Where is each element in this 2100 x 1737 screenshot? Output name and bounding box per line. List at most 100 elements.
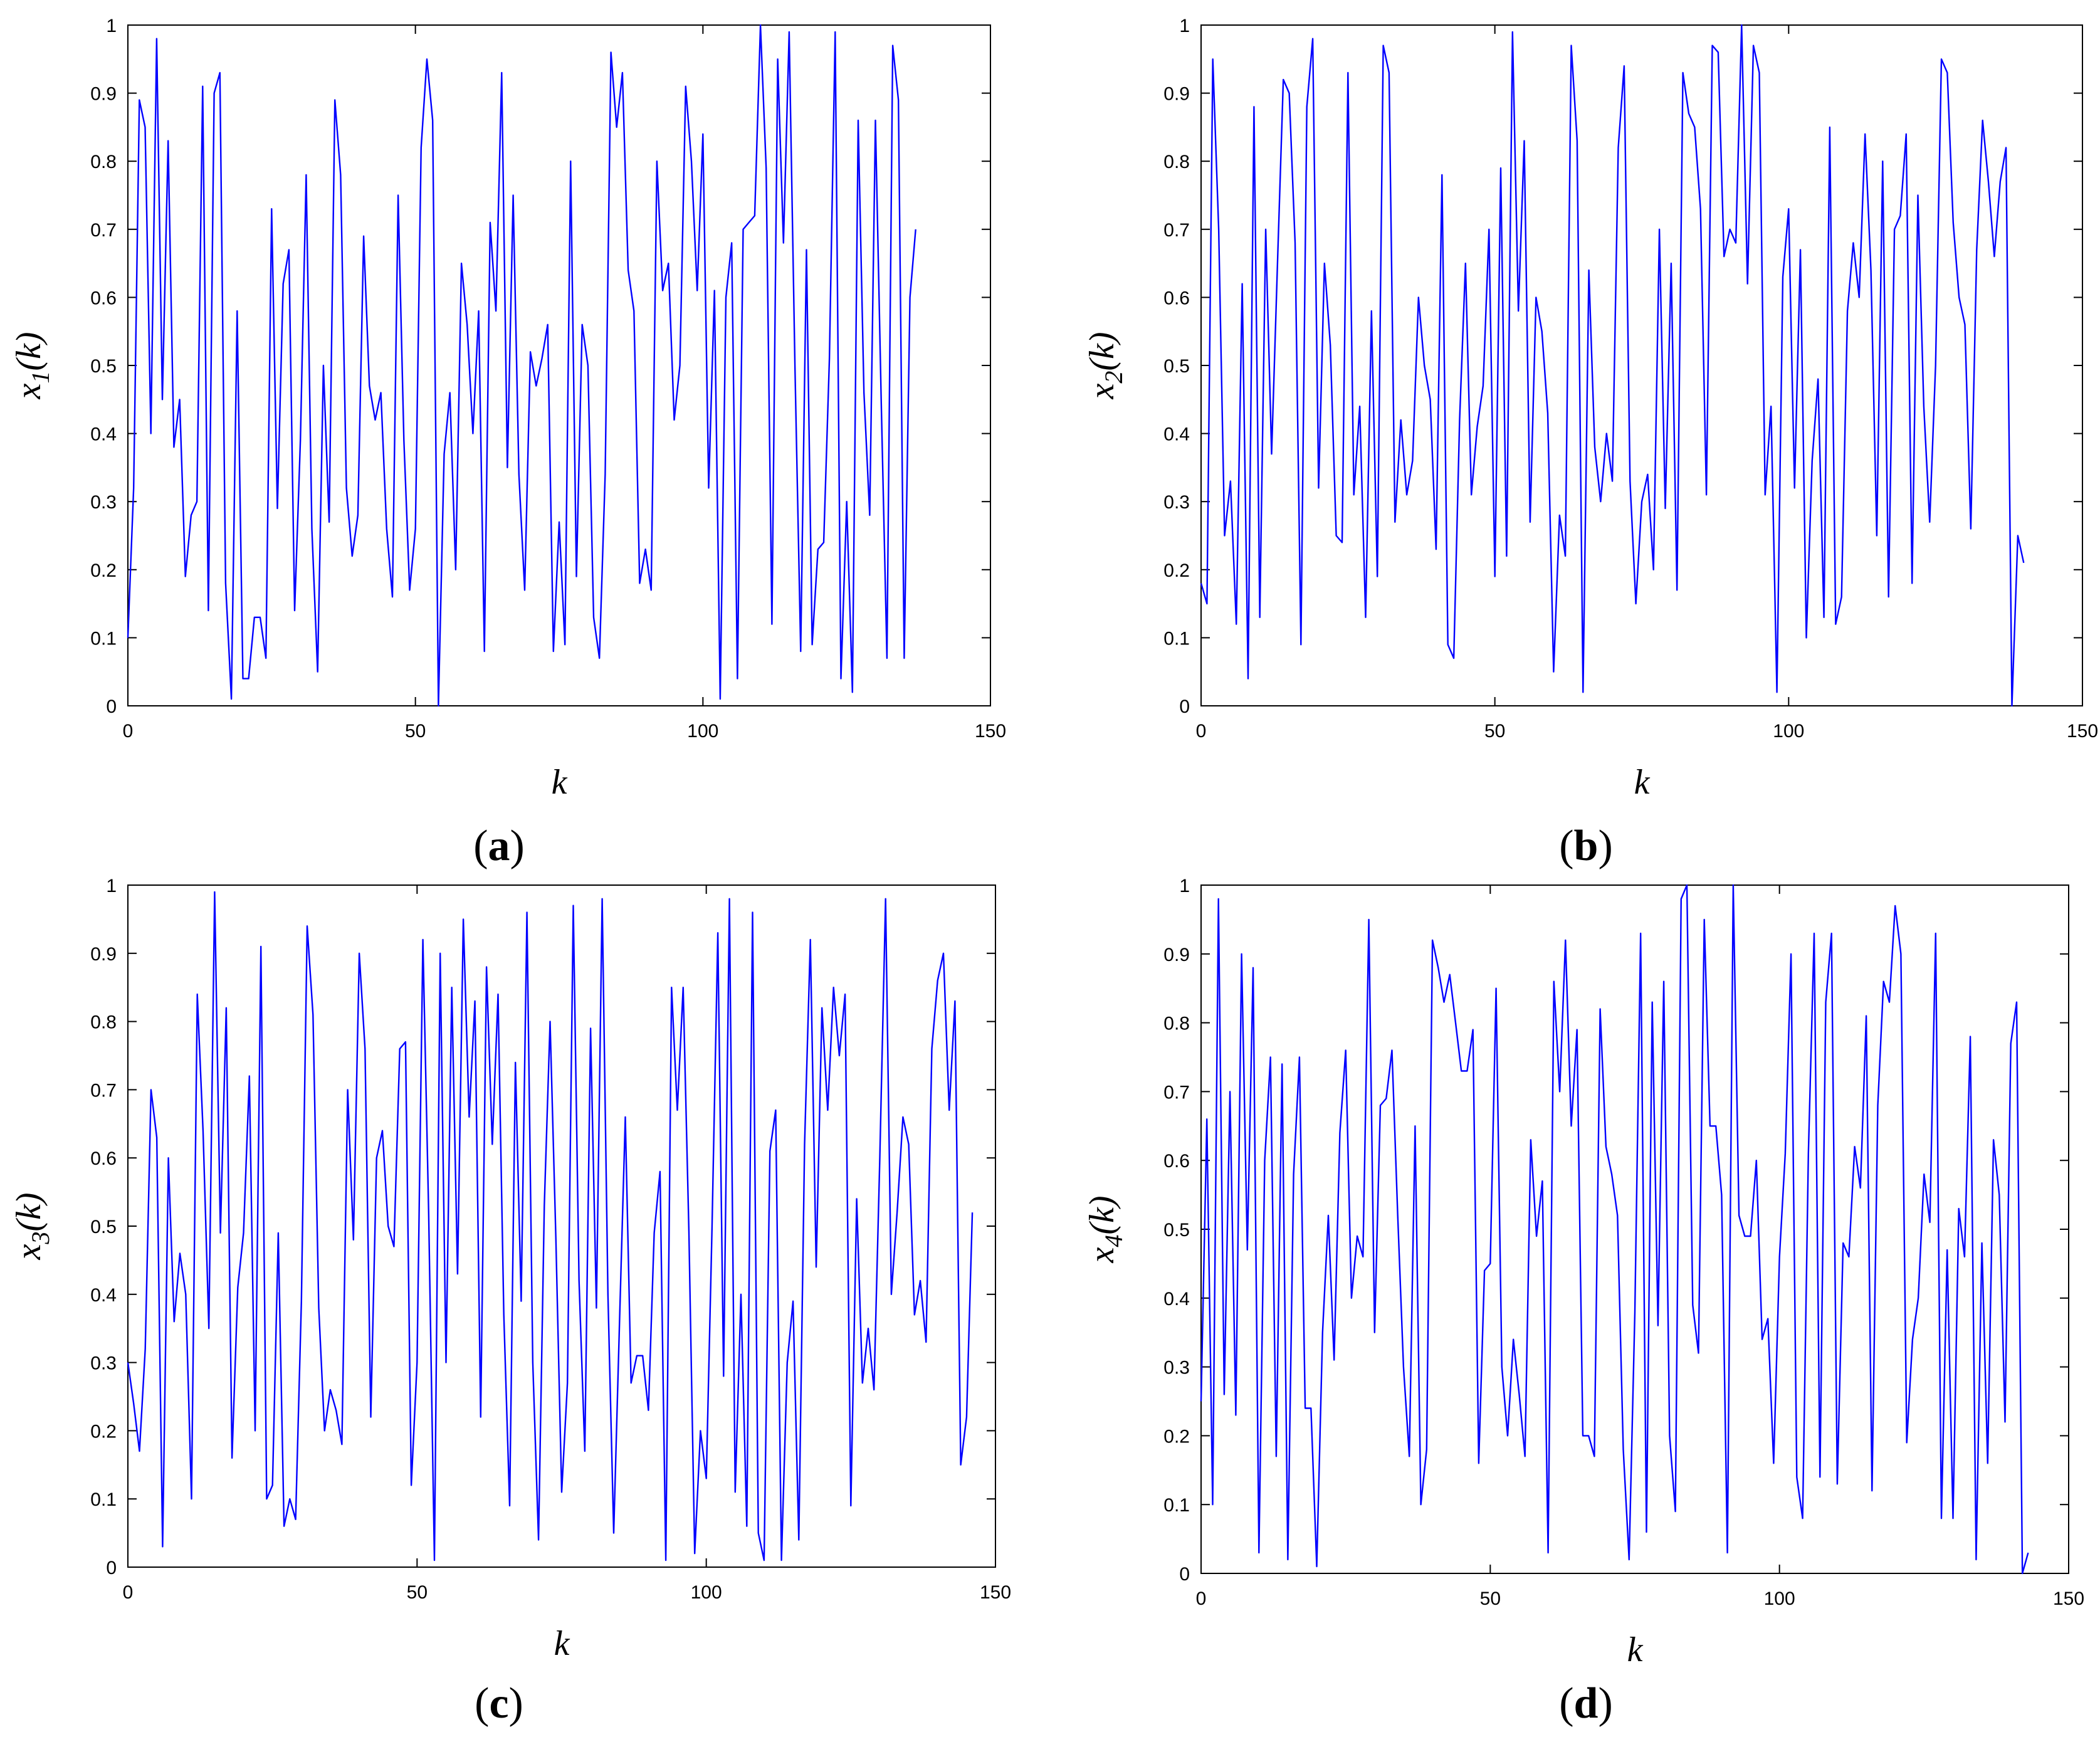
panel-label-close: ) [509,1679,523,1728]
y-tick-label: 0.7 [1163,220,1190,241]
y-tick-label: 0.3 [1163,492,1190,513]
y-tick-label: 0.4 [90,1285,117,1306]
x-tick-label: 0 [123,1582,134,1603]
x-tick-label: 50 [1480,1588,1501,1609]
series-line [1200,24,2025,707]
x-tick-label: 150 [980,1582,1011,1603]
y-tick-label: 0.6 [90,288,117,308]
y-tick-label: 0.9 [1163,945,1190,965]
x-tick-label: 0 [123,721,134,742]
x-axis-label: k [552,763,568,802]
y-tick-label: 0.8 [1163,1014,1190,1034]
y-axis-label-arg: (k) [9,1192,48,1231]
y-tick-label: 0.4 [90,424,117,445]
y-axis-label-sub: 2 [1100,371,1128,384]
y-axis-label: x3(k) [9,1192,55,1260]
y-tick-label: 0.2 [90,560,117,581]
panel-label: (c) [475,1679,523,1728]
y-tick-label: 0.3 [90,1353,117,1374]
y-axis-label-base: x [9,384,48,400]
y-tick-label: 0.5 [1163,356,1190,377]
y-tick-label: 0.6 [90,1148,117,1169]
x-tick-label: 0 [1196,721,1207,742]
panel-label-open: ( [1559,1679,1573,1728]
y-tick-label: 0 [1179,1564,1190,1585]
x-tick-label: 100 [1764,1588,1795,1609]
x-tick-label: 50 [407,1582,428,1603]
x-tick-label: 150 [2067,721,2098,742]
panel-label-close: ) [1598,1679,1612,1728]
panel-label-open: ( [1559,822,1573,870]
panel-label-letter: d [1574,1679,1599,1728]
x-tick-label: 150 [2053,1588,2084,1609]
y-tick-label: 0.1 [1163,1495,1190,1516]
y-axis-label-base: x [9,1244,48,1261]
y-tick-label: 0.9 [1163,84,1190,105]
y-tick-label: 0.3 [1163,1358,1190,1378]
y-tick-label: 0.7 [90,220,117,241]
x-tick-label: 100 [687,721,718,742]
y-tick-label: 1 [1179,876,1190,896]
y-tick-label: 0.5 [1163,1220,1190,1241]
y-tick-label: 0.2 [90,1421,117,1442]
y-axis-label-base: x [1083,384,1121,400]
y-tick-label: 0.1 [90,628,117,649]
panel-label-close: ) [1598,822,1612,870]
plot-area [127,24,991,706]
y-tick-label: 0.2 [1163,1426,1190,1447]
plot-area [1200,884,2069,1574]
x-axis-label: k [554,1624,570,1663]
y-tick-label: 0.9 [90,84,117,105]
y-tick-label: 0.2 [1163,560,1190,581]
y-tick-label: 0.8 [90,1012,117,1033]
panel-label: (a) [473,822,525,870]
x-tick-label: 50 [1484,721,1505,742]
panel-label-open: ( [473,822,488,870]
y-tick-label: 1 [1179,16,1190,36]
y-axis-label: x1(k) [9,332,55,399]
y-axis-label: x2(k) [1083,332,1128,399]
y-tick-label: 1 [106,876,117,896]
y-tick-label: 0.5 [90,356,117,377]
y-tick-label: 0.7 [1163,1082,1190,1103]
x-tick-label: 50 [405,721,426,742]
y-axis-label: x4(k) [1083,1195,1128,1263]
y-axis-label-sub: 3 [26,1232,55,1245]
y-tick-label: 0.5 [90,1217,117,1237]
y-axis-label-base: x [1083,1247,1121,1264]
y-axis-label-sub: 1 [26,371,55,384]
x-tick-label: 150 [975,721,1006,742]
y-tick-label: 0.9 [90,944,117,965]
y-tick-label: 0.6 [1163,288,1190,308]
panel-label-letter: c [489,1679,508,1728]
panel-label-open: ( [475,1679,489,1728]
y-tick-label: 0.7 [90,1080,117,1101]
y-tick-label: 0.3 [90,492,117,513]
series-line [127,891,974,1561]
y-tick-label: 0.6 [1163,1151,1190,1172]
y-axis-label-arg: (k) [9,332,48,370]
x-axis-label: k [1627,1630,1644,1669]
y-tick-label: 0.8 [1163,152,1190,172]
chart-panel-a: 0 0.1 0.2 0.3 0.4 0.5 0.6 0.7 0.8 0.9 1 0 50 100 150 k x… [9,16,1006,870]
plot-area [1200,24,2083,706]
y-tick-label: 0.4 [1163,1289,1190,1309]
series-line [1200,884,2029,1575]
chart-panel-c: 0 0.1 0.2 0.3 0.4 0.5 0.6 0.7 0.8 0.9 1 0 50 100 150 k x… [9,876,1011,1728]
y-tick-label: 0 [1179,696,1190,717]
x-tick-label: 0 [1196,1588,1207,1609]
panel-label: (d) [1559,1679,1613,1728]
y-tick-label: 1 [106,16,117,36]
y-tick-label: 0.4 [1163,424,1190,445]
y-tick-label: 0.1 [1163,628,1190,649]
panel-label-close: ) [510,822,525,870]
y-tick-label: 0 [106,696,117,717]
panel-label-letter: a [488,822,510,870]
x-axis-label: k [1634,763,1651,802]
panel-label: (b) [1559,822,1613,870]
chart-panel-d: 0 0.1 0.2 0.3 0.4 0.5 0.6 0.7 0.8 0.9 1 0 50 100 150 k x… [1083,876,2084,1728]
chart-panel-b: 0 0.1 0.2 0.3 0.4 0.5 0.6 0.7 0.8 0.9 1 0 50 100 150 k x… [1083,16,2098,870]
x-tick-label: 100 [691,1582,722,1603]
y-axis-label-arg: (k) [1083,332,1121,370]
